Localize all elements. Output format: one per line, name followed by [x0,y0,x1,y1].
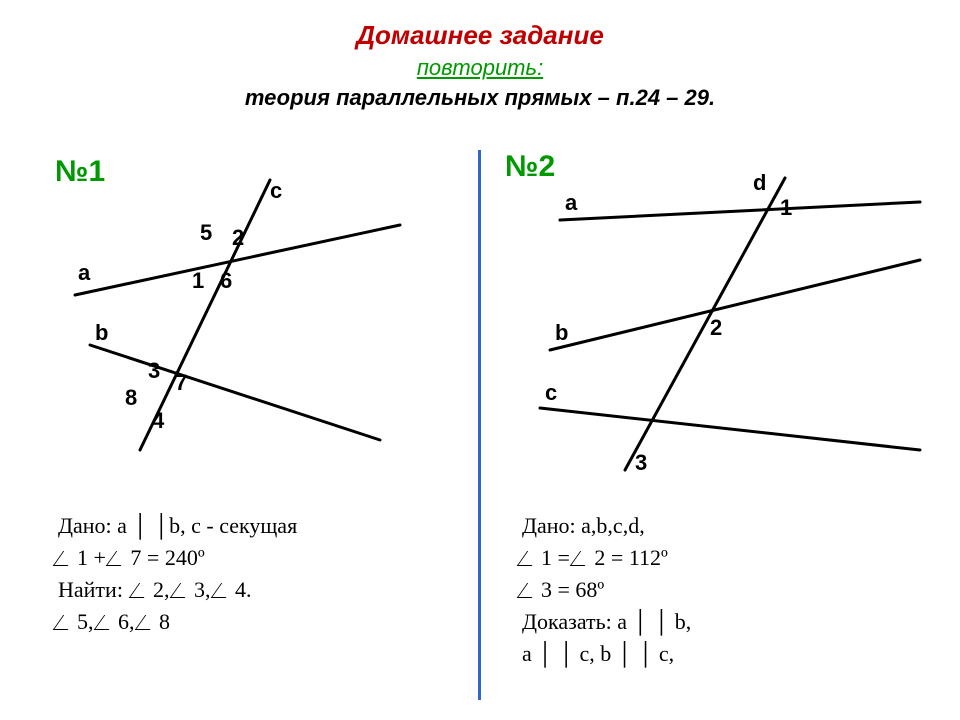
vertical-divider [478,150,481,700]
p1-f6: 8 [159,609,170,634]
p2-prove-label: Доказать [522,609,606,634]
p2-label-d: d [753,170,766,195]
title: Домашнее задание [0,20,960,51]
p1-f1: 2, [153,577,175,602]
angle-icon [517,551,543,566]
p2-line-a [560,202,920,220]
p2-prove-text1: : a │ │ b, [606,609,692,634]
p1-angle-4: 4 [152,408,165,433]
p1-label-c: c [270,178,282,203]
p1-f3: 4. [235,577,252,602]
p2-angle-3: 3 [635,450,647,475]
p2-prove-text2: a │ │ c, b │ │ c, [522,641,674,666]
p2-eq2: 3 = 68º [541,577,604,602]
p1-angle-5: 5 [200,220,212,245]
p2-given-text: : a,b,c,d, [570,513,645,538]
header: Домашнее задание повторить: теория парал… [0,0,960,111]
subtitle: повторить: [0,55,960,81]
p2-eq1b: 2 = 112º [594,545,667,570]
p2-given-label: Дано [522,513,570,538]
p2-label-a: a [565,190,578,215]
p2-eq1a: 1 = [541,545,575,570]
problem1-math: Дано: a │ │b, c - секущая 1 + 7 = 240º Н… [58,510,297,638]
p2-angle-2: 2 [710,315,722,340]
p1-label-b: b [95,320,108,345]
p1-given-text: : a │ │b, c - секущая [106,513,298,538]
angle-icon [129,583,155,598]
problem2-math: Дано: a,b,c,d, 1 = 2 = 112º 3 = 68º Дока… [522,510,691,669]
angle-icon [517,583,543,598]
p1-label-a: a [78,260,91,285]
p2-label-c: c [545,380,557,405]
p1-angle-8: 8 [125,385,137,410]
p1-eq-rhs: 7 = 240º [130,545,204,570]
p1-angle-1: 1 [192,268,204,293]
p1-angle-3: 3 [148,358,160,383]
p1-eq-lhs: 1 + [77,545,111,570]
p2-angle-1: 1 [780,195,792,220]
problem2-diagram: a b c d 1 2 3 [500,160,940,490]
p1-angle-7: 7 [175,370,187,395]
p2-label-b: b [555,320,568,345]
p1-f2: 3, [194,577,216,602]
p1-find-label: Найти [58,577,117,602]
p1-angle-6: 6 [220,268,232,293]
p2-line-b [550,260,920,350]
p1-angle-2: 2 [232,225,244,250]
problem1-diagram: a b c 1 2 3 4 5 6 7 8 [40,170,460,480]
angle-icon [53,615,79,630]
angle-icon [53,551,79,566]
p1-given-label: Дано [58,513,106,538]
p2-line-c [540,408,920,450]
header-line3: теория параллельных прямых – п.24 – 29. [0,85,960,111]
